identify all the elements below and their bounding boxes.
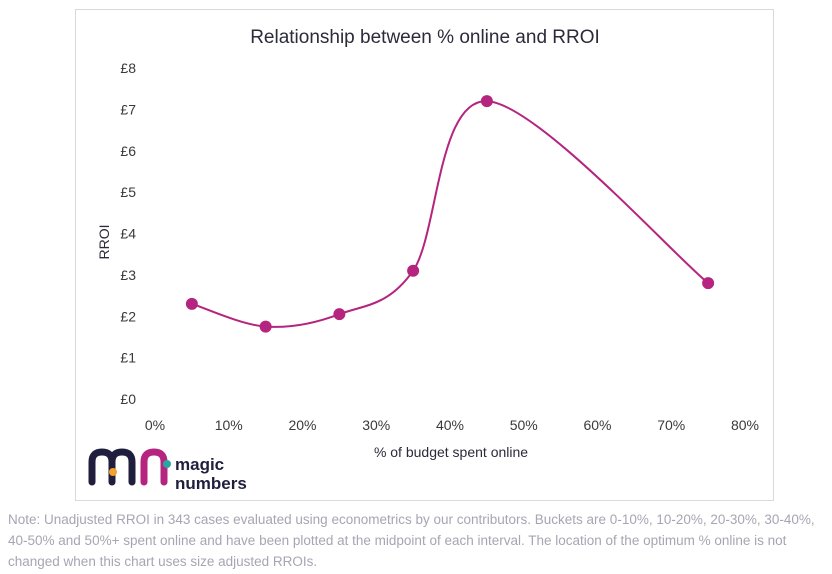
x-tick-label: 20% [288,417,316,433]
chart: Relationship between % online and RROI £… [88,27,759,493]
y-axis-label: RROI [96,225,112,260]
y-tick-label: £4 [120,226,136,242]
logo-text-numbers: numbers [175,474,247,493]
data-point [480,95,493,108]
magic-numbers-logo: magic numbers [88,448,247,493]
logo-dot-teal [163,460,171,468]
y-tick-label: £2 [120,308,136,324]
x-tick-label: 30% [362,417,390,433]
x-tick-label: 60% [583,417,611,433]
x-tick-label: 80% [731,417,759,433]
y-tick-label: £5 [120,184,136,200]
x-tick-label: 50% [510,417,538,433]
chart-footnote: Note: Unadjusted RROI in 343 cases evalu… [8,512,815,569]
x-tick-label: 70% [657,417,685,433]
data-point [333,308,346,321]
y-tick-label: £8 [120,60,136,76]
chart-title: Relationship between % online and RROI [250,27,600,48]
logo-text-magic: magic [175,455,224,474]
series-line [191,100,709,328]
x-tick-labels: 0% 10% 20% 30% 40% 50% 60% 70% 80% [145,417,759,433]
y-tick-label: £7 [120,101,136,117]
x-tick-label: 40% [436,417,464,433]
x-axis-label: % of budget spent online [374,444,528,460]
logo-n-mark [140,448,168,486]
logo-dot-orange [109,468,117,476]
y-tick-label: £1 [120,350,136,366]
y-tick-labels: £0 £1 £2 £3 £4 £5 £6 £7 £8 [120,60,136,407]
data-point [185,297,198,310]
x-tick-label: 10% [215,417,243,433]
chart-frame: Relationship between % online and RROI £… [75,9,774,501]
data-point [702,277,715,290]
x-tick-label: 0% [145,417,165,433]
y-tick-label: £6 [120,143,136,159]
data-point [259,320,272,333]
y-tick-label: £0 [120,391,136,407]
logo-m-mark [88,448,136,486]
data-point [407,264,420,277]
y-tick-label: £3 [120,267,136,283]
series-layer [185,95,715,333]
